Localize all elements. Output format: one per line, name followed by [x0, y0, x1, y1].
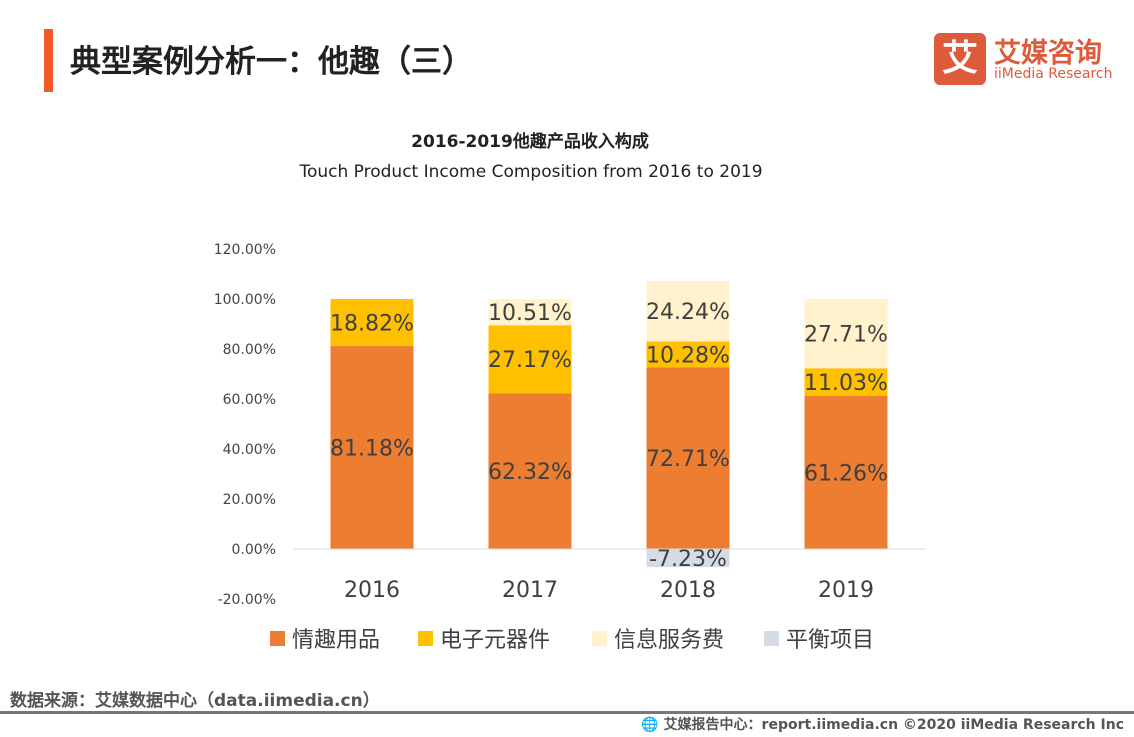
stacked-bar-chart: -20.00% 0.00% 20.00% 40.00% 60.00% 80.00% 100.…	[214, 242, 925, 653]
title-accent-bar	[44, 29, 53, 92]
footer-report: 🌐 艾媒报告中心：report.iimedia.cn ©2020 iiMedia…	[641, 714, 1124, 734]
logo-mark: 艾	[934, 33, 986, 85]
data-label: 24.24%	[646, 300, 730, 325]
x-tick-label: 2018	[660, 578, 716, 603]
bar-segment	[488, 393, 572, 549]
y-tick-label: 60.00%	[223, 392, 276, 408]
page-title: 典型案例分析一：他趣（三）	[70, 44, 473, 80]
chart-subtitle: Touch Product Income Composition from 20…	[299, 162, 763, 182]
y-tick-label: 40.00%	[223, 442, 276, 458]
legend-label: 情趣用品	[292, 628, 380, 653]
bar-segment	[646, 341, 730, 368]
data-label: 62.32%	[488, 460, 572, 485]
data-label: 18.82%	[330, 312, 414, 337]
data-source: 数据来源：艾媒数据中心（data.iimedia.cn）	[10, 691, 380, 711]
logo-cn: 艾媒咨询	[994, 38, 1102, 69]
chart-title: 2016-2019他趣产品收入构成	[411, 132, 649, 152]
data-label: 61.26%	[804, 461, 888, 486]
bar-segment	[646, 367, 730, 549]
y-tick-label: 0.00%	[232, 542, 276, 558]
data-label: 72.71%	[646, 447, 730, 472]
x-tick-label: 2016	[344, 578, 400, 603]
bar-segment	[488, 325, 572, 394]
data-label: 11.03%	[804, 371, 888, 396]
data-label: -7.23%	[649, 547, 727, 572]
globe-icon: 🌐	[641, 717, 659, 733]
data-label: 10.28%	[646, 343, 730, 368]
footer-report-text: 艾媒报告中心：report.iimedia.cn ©2020 iiMedia R…	[663, 717, 1124, 733]
legend-swatch	[418, 631, 433, 646]
legend-swatch	[270, 631, 285, 646]
bar-segment	[804, 395, 888, 549]
x-tick-label: 2019	[818, 578, 874, 603]
bar-segment	[488, 299, 572, 326]
data-label: 81.18%	[330, 437, 414, 462]
legend-swatch	[764, 631, 779, 646]
y-tick-label: 20.00%	[223, 492, 276, 508]
legend-label: 信息服务费	[614, 628, 724, 653]
x-tick-label: 2017	[502, 578, 558, 603]
bar-segment	[804, 368, 888, 396]
legend-swatch	[592, 631, 607, 646]
logo: 艾 艾媒咨询 iiMedia Research	[934, 33, 1114, 85]
data-label: 27.71%	[804, 323, 888, 348]
y-tick-label: -20.00%	[218, 592, 276, 608]
legend-label: 平衡项目	[786, 628, 874, 653]
footer-divider	[0, 711, 1134, 714]
data-label: 10.51%	[488, 301, 572, 326]
y-tick-label: 100.00%	[214, 292, 276, 308]
bar-segment	[330, 346, 414, 549]
bar-segment	[646, 549, 730, 568]
logo-en: iiMedia Research	[994, 66, 1113, 82]
bar-segment	[330, 299, 414, 347]
legend-label: 电子元器件	[440, 628, 550, 653]
y-tick-label: 120.00%	[214, 242, 276, 258]
bar-segment	[646, 280, 730, 342]
bar-segment	[804, 299, 888, 369]
data-label: 27.17%	[488, 348, 572, 373]
y-tick-label: 80.00%	[223, 342, 276, 358]
